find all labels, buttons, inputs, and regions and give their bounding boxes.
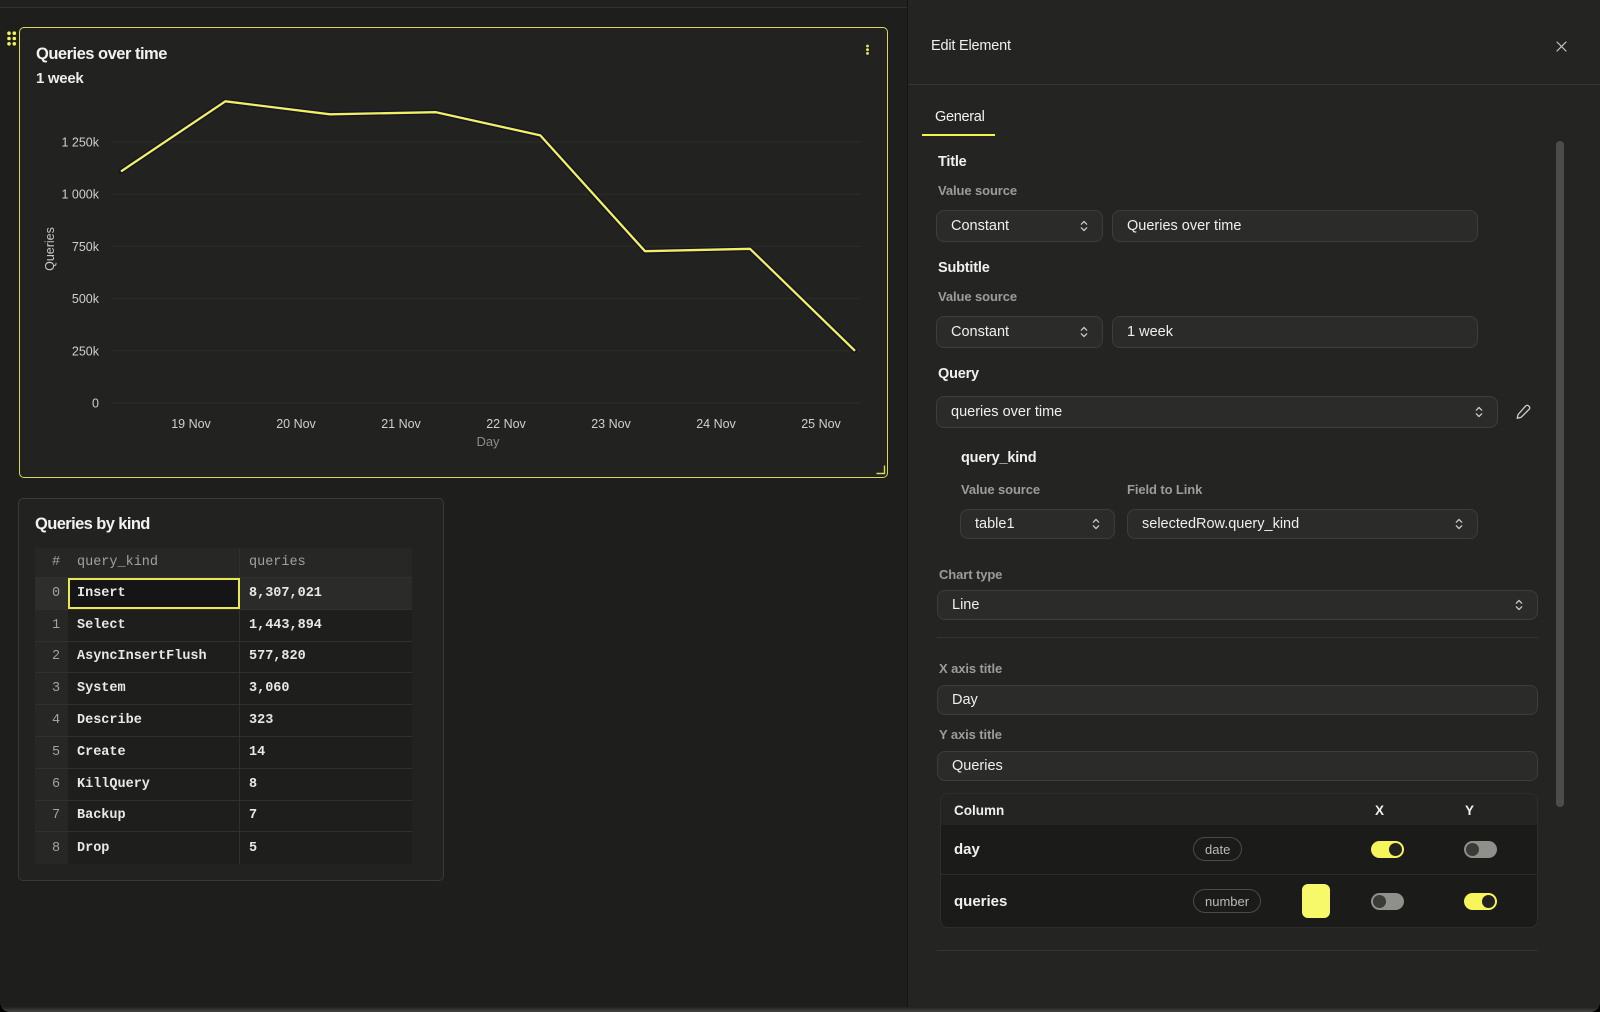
svg-text:25 Nov: 25 Nov xyxy=(801,417,841,431)
svg-text:24 Nov: 24 Nov xyxy=(696,417,736,431)
svg-text:1 250k: 1 250k xyxy=(61,136,99,150)
svg-text:19 Nov: 19 Nov xyxy=(171,417,211,431)
svg-text:250k: 250k xyxy=(72,344,100,358)
svg-text:750k: 750k xyxy=(72,240,100,254)
svg-text:23 Nov: 23 Nov xyxy=(591,417,631,431)
svg-text:22 Nov: 22 Nov xyxy=(486,417,526,431)
svg-text:1 000k: 1 000k xyxy=(61,188,99,202)
svg-text:20 Nov: 20 Nov xyxy=(276,417,316,431)
svg-text:Queries: Queries xyxy=(43,227,57,271)
svg-text:21 Nov: 21 Nov xyxy=(381,417,421,431)
svg-text:0: 0 xyxy=(92,397,99,411)
svg-text:500k: 500k xyxy=(72,292,100,306)
svg-text:Day: Day xyxy=(476,434,500,449)
